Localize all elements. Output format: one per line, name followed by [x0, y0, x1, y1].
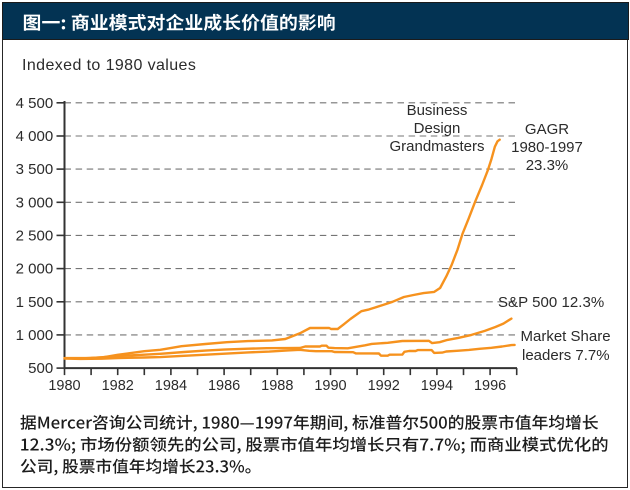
svg-text:23.3%: 23.3% — [526, 157, 569, 174]
svg-text:leaders 7.7%: leaders 7.7% — [522, 347, 610, 364]
svg-text:2 500: 2 500 — [16, 227, 54, 244]
svg-text:S&P 500 12.3%: S&P 500 12.3% — [498, 294, 604, 311]
svg-text:1984: 1984 — [155, 378, 187, 394]
svg-text:Design: Design — [414, 120, 461, 137]
svg-text:1988: 1988 — [261, 378, 293, 394]
svg-text:1990: 1990 — [314, 378, 346, 394]
svg-text:1986: 1986 — [208, 378, 240, 394]
svg-text:Grandmasters: Grandmasters — [389, 138, 484, 155]
svg-text:1980-1997: 1980-1997 — [511, 139, 583, 156]
svg-text:1994: 1994 — [421, 378, 453, 394]
svg-text:1980: 1980 — [48, 378, 80, 394]
svg-text:4 000: 4 000 — [16, 128, 54, 145]
svg-text:4 500: 4 500 — [16, 95, 54, 112]
svg-text:1996: 1996 — [474, 378, 506, 394]
svg-text:1 500: 1 500 — [16, 294, 54, 311]
svg-text:1992: 1992 — [368, 378, 400, 394]
svg-text:Business: Business — [407, 102, 468, 119]
svg-text:500: 500 — [28, 360, 53, 377]
svg-text:Market Share: Market Share — [521, 328, 611, 345]
svg-text:1982: 1982 — [102, 378, 134, 394]
svg-text:3 500: 3 500 — [16, 161, 54, 178]
svg-text:1 000: 1 000 — [16, 327, 54, 344]
svg-text:3 000: 3 000 — [16, 194, 54, 211]
svg-text:Indexed to 1980 values: Indexed to 1980 values — [22, 57, 196, 74]
svg-text:GAGR: GAGR — [525, 121, 569, 138]
svg-text:2 000: 2 000 — [16, 261, 54, 278]
